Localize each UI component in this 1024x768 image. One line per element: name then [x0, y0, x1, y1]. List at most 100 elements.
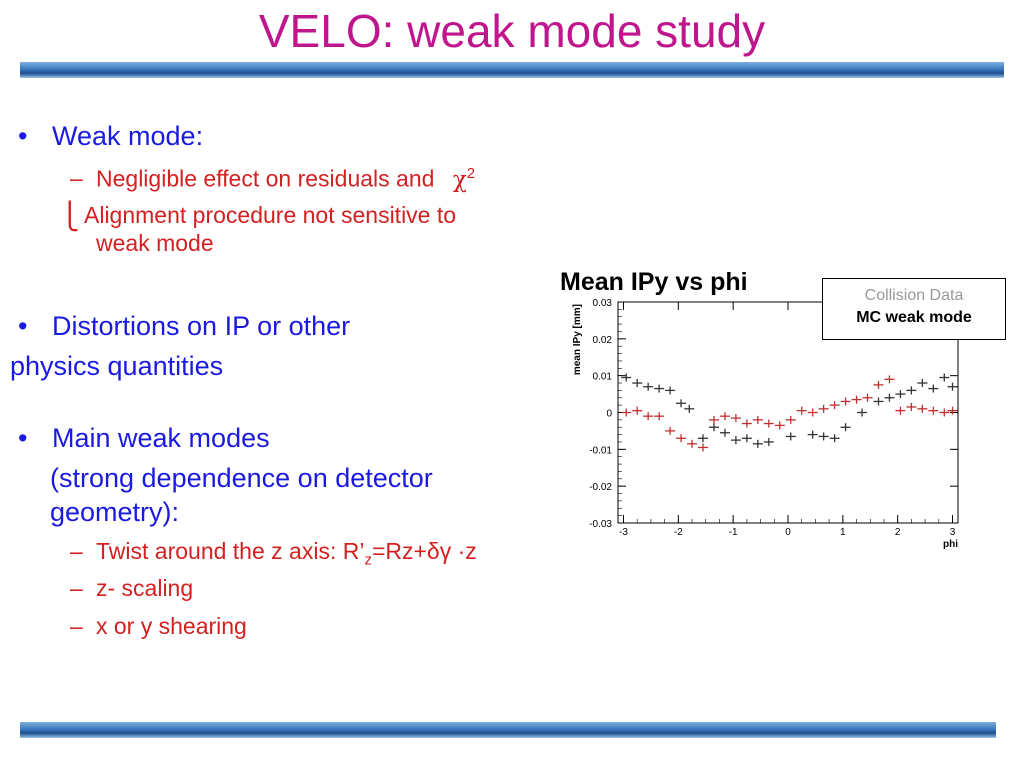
y-tick-label: 0.01 — [593, 372, 613, 383]
point-collision-data — [654, 384, 665, 393]
sub-bullet-alignment-line1: Alignment procedure not sensitive to — [84, 202, 457, 228]
point-mc-weak-mode — [719, 412, 730, 421]
y-tick-label: -0.01 — [589, 445, 612, 456]
point-mc-weak-mode — [840, 397, 851, 406]
point-mc-weak-mode — [698, 443, 708, 452]
x-tick-label: -1 — [729, 527, 738, 538]
bullet-glyph: • — [18, 121, 28, 151]
dash-glyph: – — [70, 575, 83, 601]
point-mc-weak-mode — [774, 421, 785, 430]
point-collision-data — [785, 432, 796, 441]
point-mc-weak-mode — [665, 426, 676, 435]
point-mc-weak-mode — [687, 439, 698, 448]
y-tick-label: -0.02 — [589, 482, 612, 493]
point-collision-data — [840, 423, 851, 432]
chart-title: Mean IPy vs phi — [560, 268, 748, 296]
point-mc-weak-mode — [928, 406, 939, 415]
point-mc-weak-mode — [829, 401, 840, 410]
slide-title: VELO: weak mode study — [258, 5, 766, 57]
x-tick-label: 0 — [785, 527, 791, 538]
point-collision-data — [676, 399, 687, 408]
point-collision-data — [684, 404, 695, 413]
point-mc-weak-mode — [643, 412, 654, 421]
point-collision-data — [708, 423, 719, 432]
x-tick-label: 1 — [840, 527, 846, 538]
bullet-weak-mode: Weak mode: — [52, 121, 204, 151]
point-mc-weak-mode — [939, 408, 950, 417]
point-collision-data — [719, 428, 730, 437]
legend-entry-mc-weak-mode: MC weak mode — [856, 309, 972, 326]
point-mc-weak-mode — [851, 395, 862, 404]
point-mc-weak-mode — [752, 415, 763, 424]
point-collision-data — [665, 386, 676, 395]
point-collision-data — [939, 373, 950, 382]
dash-glyph: – — [70, 613, 83, 639]
x-axis-label: phi — [943, 539, 958, 550]
x-tick-label: 3 — [950, 527, 956, 538]
sub-bullet-negligible-text: Negligible effect on residuals and — [96, 165, 435, 192]
sub-bullet-shearing: x or y shearing — [96, 613, 247, 639]
point-mc-weak-mode — [895, 406, 906, 415]
x-tick-label: -3 — [619, 527, 628, 538]
point-collision-data — [807, 430, 818, 439]
point-mc-weak-mode — [906, 402, 917, 411]
top-divider-bar — [20, 62, 1004, 78]
point-collision-data — [621, 373, 632, 382]
point-mc-weak-mode — [873, 380, 884, 389]
point-collision-data — [895, 390, 906, 399]
point-collision-data — [763, 437, 774, 446]
point-mc-weak-mode — [741, 419, 752, 428]
point-mc-weak-mode — [676, 434, 687, 443]
chi-superscript: 2 — [466, 165, 476, 182]
hook-glyph: ⎩ — [60, 201, 80, 231]
chart-legend: Collision Data MC weak mode — [822, 278, 1006, 340]
bullet-glyph: • — [18, 311, 28, 341]
sub-bullet-twist: Twist around the z axis: R’z=Rz+δγ ·z — [96, 538, 477, 569]
bullet-glyph: • — [18, 423, 28, 453]
dash-glyph: – — [70, 165, 83, 191]
point-mc-weak-mode — [632, 406, 643, 415]
point-mc-weak-mode — [917, 404, 928, 413]
y-axis-label: mean IPy [mm] — [572, 304, 583, 375]
point-collision-data — [818, 432, 829, 441]
x-tick-label: -2 — [674, 527, 683, 538]
point-mc-weak-mode — [796, 406, 807, 415]
point-mc-weak-mode — [785, 415, 796, 424]
twist-subscript: z — [364, 551, 372, 569]
x-tick-label: 2 — [895, 527, 901, 538]
point-mc-weak-mode — [708, 415, 719, 424]
chi-symbol: χ — [452, 166, 467, 193]
point-collision-data — [730, 436, 741, 445]
twist-text-a: Twist around the z axis: R’ — [96, 538, 365, 564]
dash-glyph: – — [70, 538, 83, 564]
bullet-main-weak-modes-line2: (strong dependence on detector — [50, 463, 433, 493]
point-mc-weak-mode — [763, 419, 774, 428]
point-collision-data — [884, 393, 895, 402]
point-collision-data — [752, 439, 763, 448]
point-mc-weak-mode — [730, 414, 741, 423]
sub-bullet-alignment-line2: weak mode — [96, 230, 214, 256]
twist-text-b: =Rz+δγ ·z — [371, 538, 477, 564]
point-mc-weak-mode — [818, 404, 829, 413]
point-collision-data — [741, 434, 752, 443]
sub-bullet-negligible: Negligible effect on residuals and χ2 — [96, 165, 476, 193]
point-collision-data — [928, 384, 939, 393]
point-mc-weak-mode — [884, 375, 895, 384]
y-tick-label: 0 — [606, 409, 612, 420]
point-collision-data — [917, 379, 928, 388]
y-tick-label: -0.03 — [589, 519, 612, 530]
bullet-main-weak-modes-line3: geometry): — [50, 497, 180, 527]
y-tick-label: 0.02 — [593, 335, 613, 346]
point-mc-weak-mode — [947, 406, 958, 415]
point-collision-data — [829, 434, 840, 443]
point-mc-weak-mode — [807, 408, 818, 417]
y-tick-label: 0.03 — [593, 298, 613, 309]
bullet-distortions-line2: physics quantities — [10, 351, 224, 381]
point-mc-weak-mode — [862, 393, 873, 402]
bottom-divider-bar — [20, 722, 996, 738]
bullet-distortions-line1: Distortions on IP or other — [52, 311, 351, 341]
point-collision-data — [643, 382, 654, 391]
point-collision-data — [873, 397, 884, 406]
point-collision-data — [906, 386, 917, 395]
legend-entry-collision-data: Collision Data — [864, 287, 964, 304]
